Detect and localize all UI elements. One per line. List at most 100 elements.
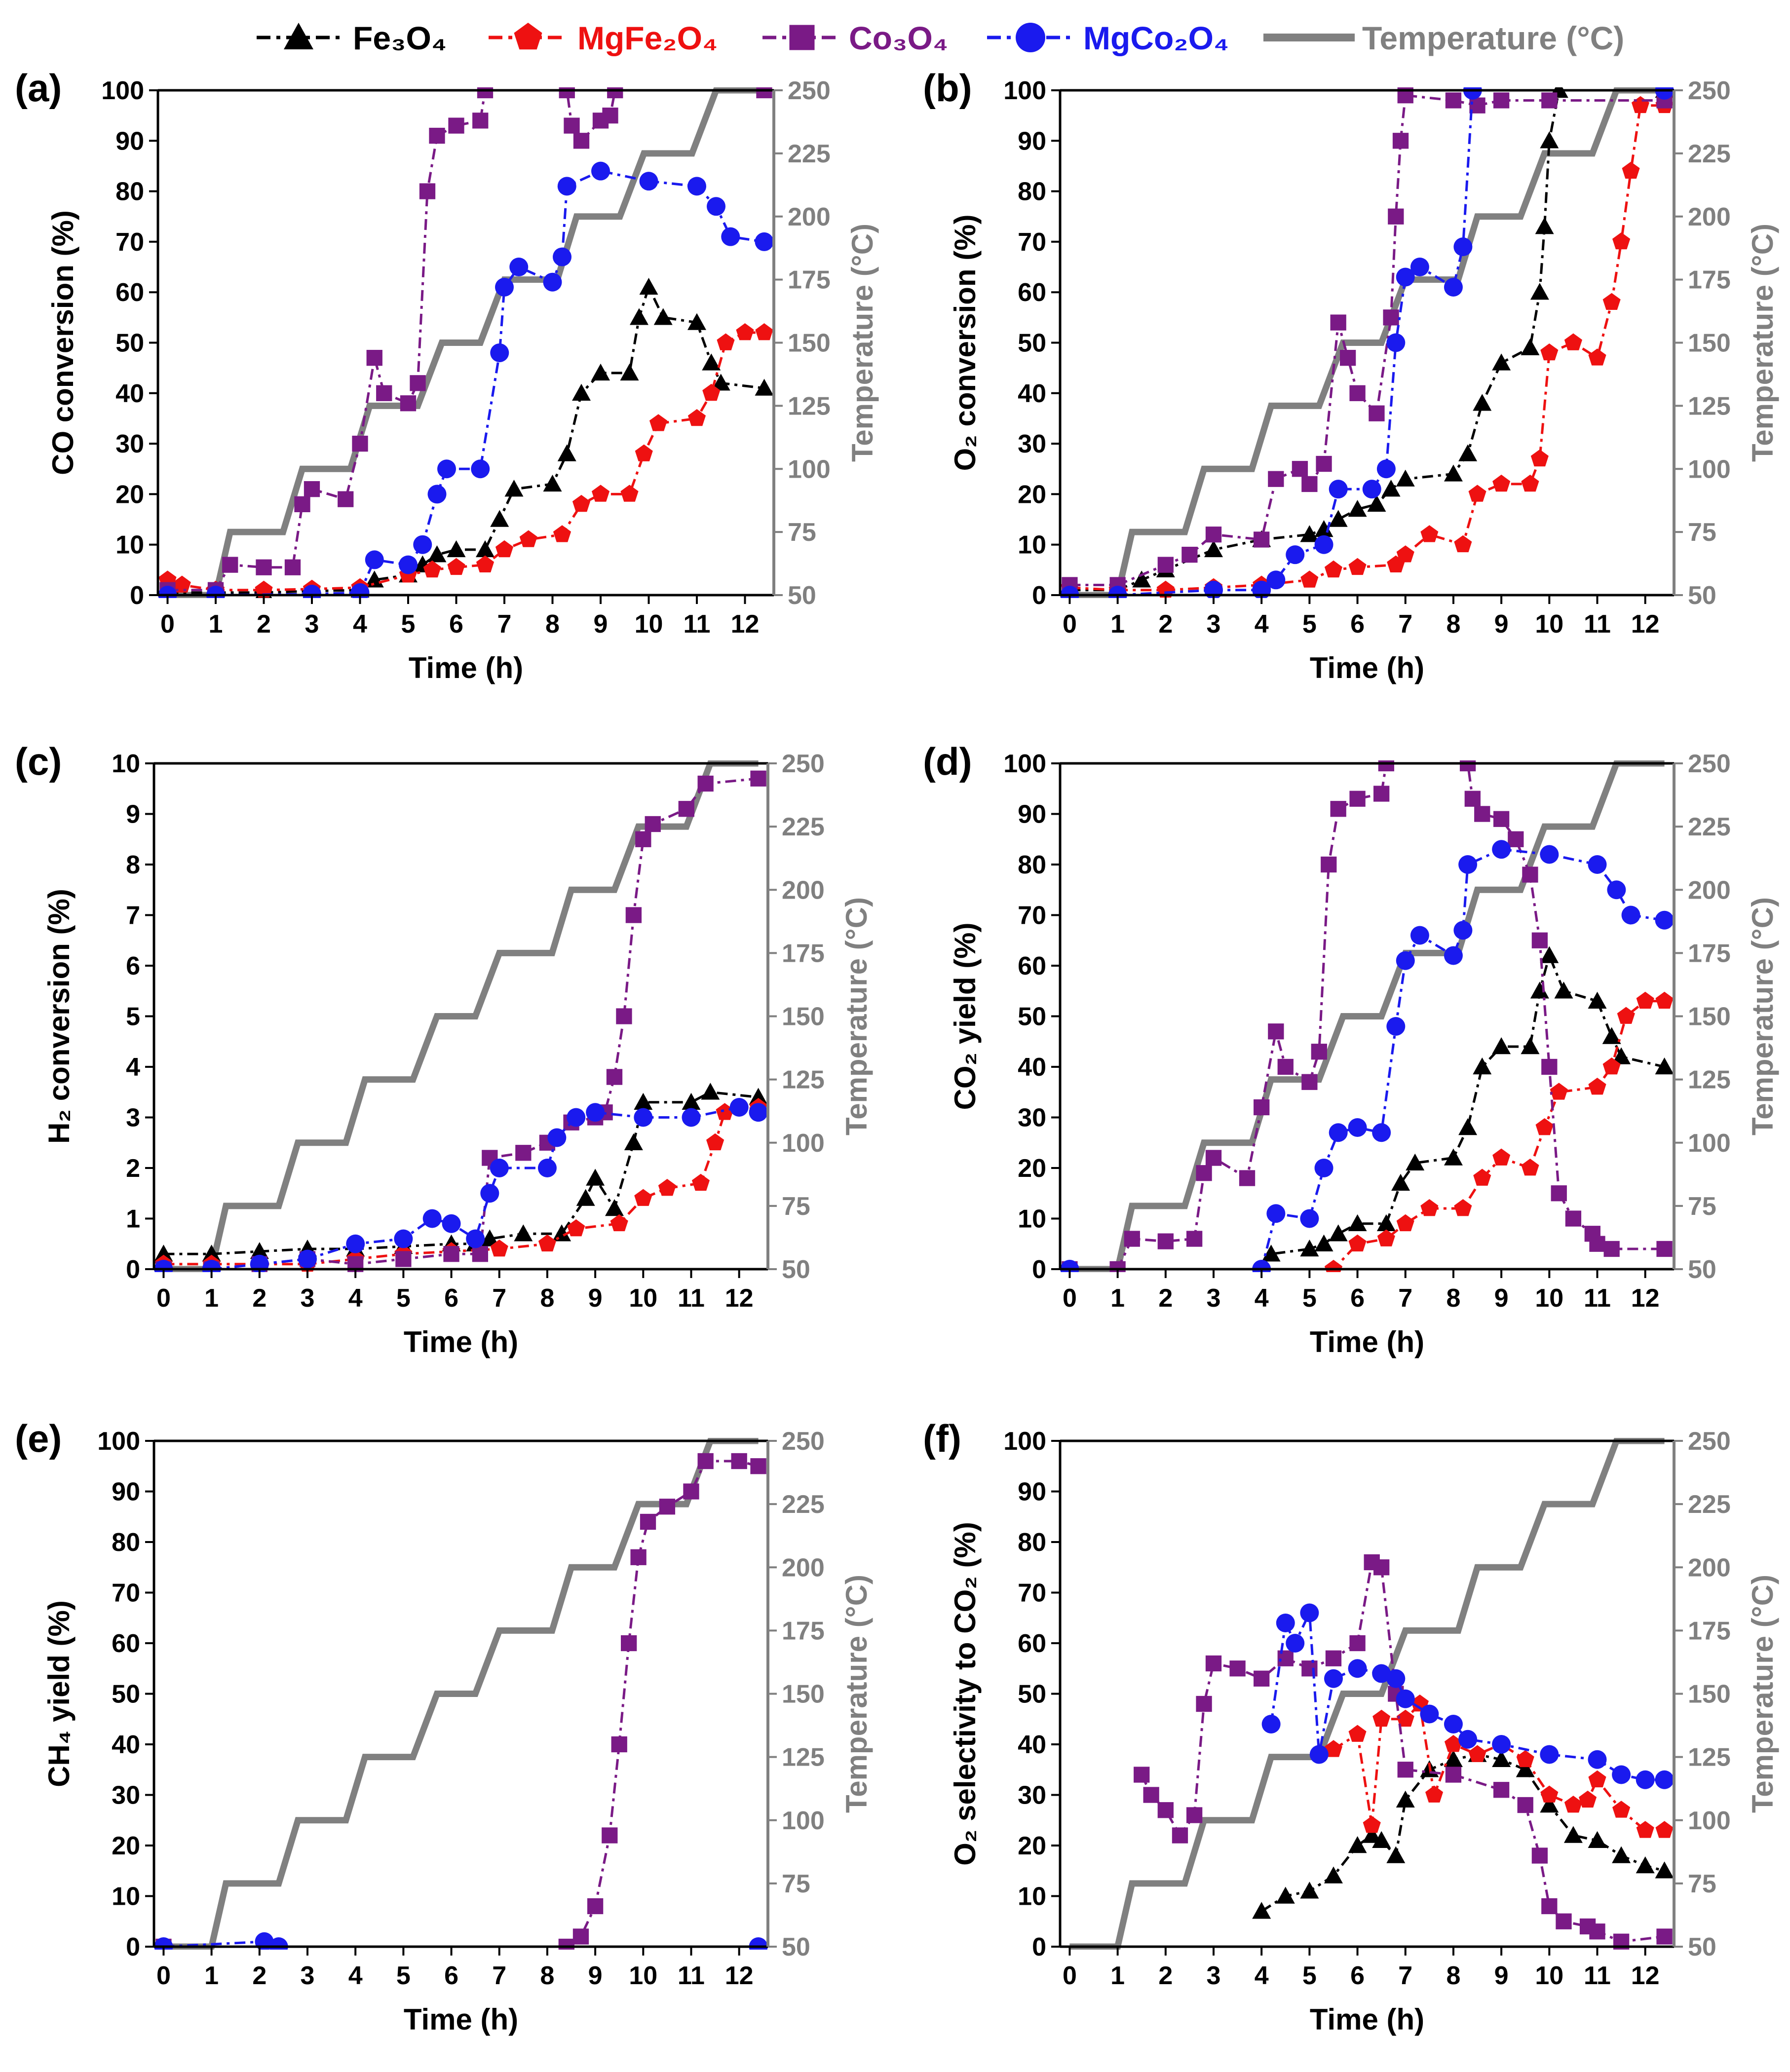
- panel-label: (e): [15, 1417, 62, 1460]
- data-point: [447, 558, 465, 575]
- data-point: [1229, 1660, 1246, 1677]
- data-point: [1205, 1655, 1222, 1672]
- data-point: [1276, 1886, 1295, 1904]
- y2-tick-label: 125: [782, 1066, 825, 1094]
- data-point: [1301, 1074, 1318, 1090]
- data-point: [1564, 333, 1582, 350]
- data-point: [553, 247, 571, 266]
- y2-tick-label: 100: [782, 1129, 825, 1158]
- data-point: [1266, 570, 1286, 590]
- y2-tick-label: 50: [782, 1933, 810, 1961]
- data-point: [1348, 1659, 1367, 1678]
- y2-tick-label: 150: [782, 1680, 825, 1709]
- data-point: [1521, 1037, 1540, 1055]
- data-point: [422, 1209, 442, 1228]
- temperature-line: [163, 1438, 759, 1950]
- y-tick-label: 10: [112, 1883, 140, 1911]
- data-point: [1453, 921, 1473, 940]
- data-point: [1521, 1159, 1539, 1176]
- data-point: [1324, 1866, 1343, 1884]
- data-point: [294, 496, 310, 513]
- y-tick-label: 50: [1018, 1003, 1046, 1031]
- data-point: [1316, 455, 1332, 472]
- y2-tick-label: 200: [1688, 203, 1731, 231]
- data-point: [352, 435, 368, 452]
- data-point: [250, 1242, 269, 1259]
- x-tick-label: 12: [1631, 1284, 1660, 1313]
- data-point: [1396, 951, 1415, 970]
- data-point: [543, 474, 562, 492]
- data-point: [1204, 580, 1223, 598]
- data-point: [702, 383, 721, 401]
- x-axis-title: Time (h): [409, 651, 523, 684]
- series-MgFe2O4: [1061, 96, 1674, 598]
- data-point: [621, 1635, 637, 1652]
- chart-panel: (e)0 1 2 3 4 5 6 7 8 9 10 11 12010203040506070809010…: [15, 1417, 873, 2036]
- data-point: [1540, 845, 1559, 864]
- series-line: [1140, 1560, 1665, 1943]
- data-point: [1589, 1236, 1605, 1252]
- data-point: [1348, 1836, 1367, 1853]
- x-tick-label: 10: [629, 1284, 657, 1313]
- x-tick-label: 2: [252, 1284, 267, 1313]
- data-point: [1205, 527, 1222, 543]
- y2-tick-label: 175: [782, 1617, 825, 1645]
- y-tick-label: 80: [1018, 178, 1046, 206]
- y2-tick-label: 200: [782, 1553, 825, 1582]
- y-tick-label: 60: [112, 1629, 140, 1658]
- y-tick-label: 60: [115, 278, 144, 307]
- x-tick-label: 11: [1584, 1961, 1611, 1990]
- x-tick-label: 2: [1158, 1284, 1173, 1313]
- data-point: [755, 378, 774, 396]
- data-point: [591, 161, 610, 181]
- data-point: [1612, 1765, 1631, 1784]
- data-point: [519, 530, 537, 547]
- data-point: [1157, 557, 1174, 573]
- y-tick-label: 100: [101, 76, 144, 105]
- x-tick-label: 9: [1494, 1284, 1509, 1313]
- y-axis-title: O₂ conversion (%): [949, 214, 982, 471]
- data-point: [1588, 1078, 1606, 1095]
- x-tick-label: 4: [353, 610, 367, 639]
- data-point: [1530, 283, 1549, 300]
- data-point: [1445, 1767, 1462, 1783]
- data-point: [1261, 1715, 1281, 1733]
- data-point: [1386, 1669, 1406, 1688]
- x-tick-label: 0: [156, 1284, 171, 1313]
- data-point: [606, 1069, 623, 1085]
- y-tick-label: 40: [112, 1731, 140, 1759]
- data-point: [687, 177, 706, 196]
- series-Co3O4: [155, 770, 766, 1272]
- legend: Fe₃O₄ MgFe₂O₄ Co₃O₄ MgCo₂O₄ Temperature (°C): [257, 20, 1624, 56]
- data-point: [173, 575, 191, 593]
- data-point: [1636, 1770, 1655, 1789]
- y-tick-label: 20: [112, 1832, 140, 1860]
- panel-label: (a): [15, 66, 62, 110]
- data-point: [466, 1229, 485, 1248]
- data-point: [639, 277, 658, 295]
- data-point: [1420, 525, 1439, 542]
- x-tick-label: 3: [301, 1961, 315, 1990]
- data-point: [1468, 1745, 1486, 1762]
- x-tick-label: 6: [1350, 610, 1365, 639]
- x-tick-label: 6: [1350, 1961, 1365, 1990]
- x-tick-label: 1: [204, 1961, 219, 1990]
- data-point: [1410, 926, 1429, 945]
- data-point: [1540, 946, 1559, 963]
- data-point: [1396, 469, 1415, 487]
- temperature-line: [1069, 1438, 1665, 1950]
- y-tick-label: 2: [126, 1154, 140, 1183]
- y-tick-label: 90: [1018, 127, 1046, 155]
- data-point: [1655, 1821, 1674, 1838]
- data-point: [256, 559, 272, 575]
- data-point: [1348, 1234, 1367, 1252]
- data-point: [1588, 348, 1606, 366]
- x-tick-label: 1: [209, 610, 223, 639]
- y-tick-label: 60: [1018, 1629, 1046, 1658]
- y2-tick-label: 150: [788, 329, 831, 358]
- x-tick-label: 10: [635, 610, 663, 639]
- data-point: [1622, 161, 1640, 179]
- data-point: [202, 1244, 221, 1262]
- data-point: [1381, 480, 1401, 497]
- chart-panel: (c)0 1 2 3 4 5 6 7 8 9 10 11 12012345678910507510012…: [15, 740, 873, 1358]
